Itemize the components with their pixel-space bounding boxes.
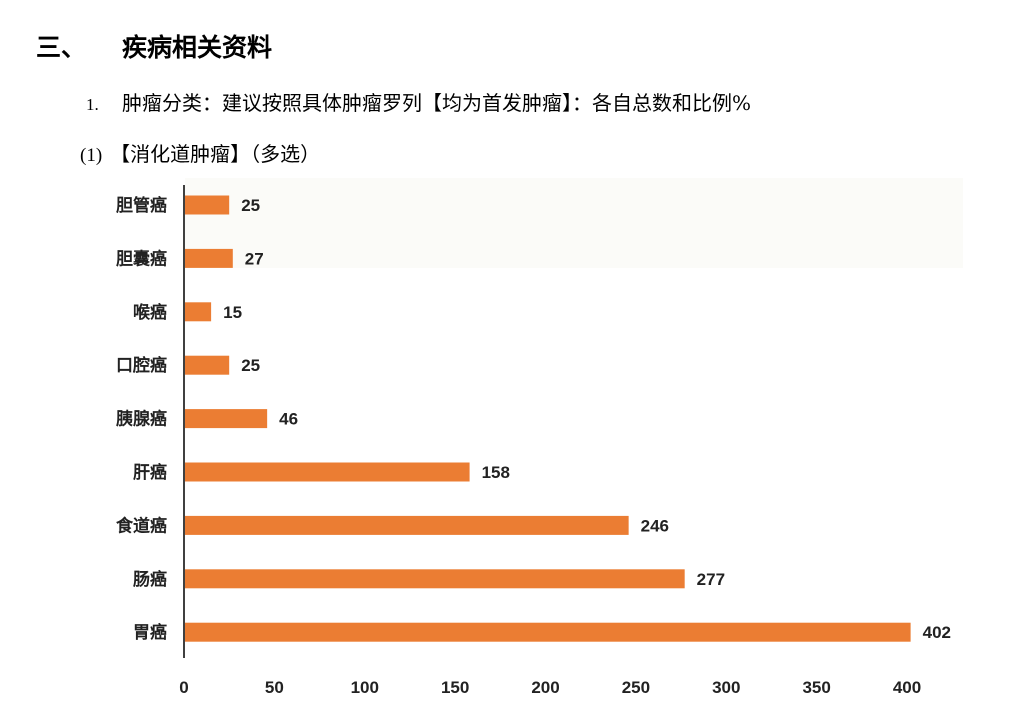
bar <box>185 195 230 215</box>
x-tick-label: 300 <box>712 678 740 697</box>
bar <box>185 302 212 322</box>
subitem-number: (1) <box>80 145 103 166</box>
value-label: 246 <box>641 516 669 535</box>
bar <box>185 622 911 642</box>
x-tick-label: 50 <box>265 678 284 697</box>
value-label: 15 <box>223 303 242 322</box>
x-tick-label: 250 <box>622 678 650 697</box>
x-tick-label: 350 <box>802 678 830 697</box>
category-label: 胰腺癌 <box>116 409 167 430</box>
subquestion-line: (1) 【消化道肿瘤】（多选） <box>80 138 320 167</box>
category-label: 食道癌 <box>116 515 167 536</box>
value-label: 277 <box>697 570 725 589</box>
category-label: 肝癌 <box>133 462 167 483</box>
value-label: 46 <box>279 410 298 429</box>
category-label: 口腔癌 <box>116 355 167 376</box>
x-tick-label: 400 <box>893 678 921 697</box>
value-label: 27 <box>245 249 264 268</box>
x-tick-label: 100 <box>351 678 379 697</box>
subitem-text: 【消化道肿瘤】（多选） <box>110 142 321 166</box>
category-label: 胃癌 <box>133 622 167 643</box>
question-line: 1. 肿瘤分类：建议按照具体肿瘤罗列【均为首发肿瘤】：各自总数和比例% <box>86 87 751 116</box>
value-label: 25 <box>241 356 260 375</box>
bar <box>185 355 230 375</box>
category-label: 胆管癌 <box>116 195 167 216</box>
bar <box>185 409 268 429</box>
item-text: 肿瘤分类：建议按照具体肿瘤罗列【均为首发肿瘤】：各自总数和比例% <box>122 91 752 115</box>
category-label: 喉癌 <box>133 302 167 323</box>
category-label: 肠癌 <box>133 569 167 590</box>
bar <box>185 248 233 268</box>
plot-background <box>185 178 963 268</box>
x-tick-label: 150 <box>441 678 469 697</box>
section-heading: 三、 疾病相关资料 <box>36 28 272 64</box>
section-title: 疾病相关资料 <box>122 33 273 62</box>
item-number: 1. <box>86 95 99 114</box>
section-number: 三、 <box>36 33 87 62</box>
x-tick-label: 200 <box>531 678 559 697</box>
bar <box>185 569 685 589</box>
x-tick-label: 0 <box>179 678 188 697</box>
value-label: 402 <box>923 623 951 642</box>
bar <box>185 515 629 535</box>
category-label: 胆囊癌 <box>116 248 167 269</box>
bar <box>185 462 470 482</box>
value-label: 25 <box>241 196 260 215</box>
value-label: 158 <box>482 463 510 482</box>
